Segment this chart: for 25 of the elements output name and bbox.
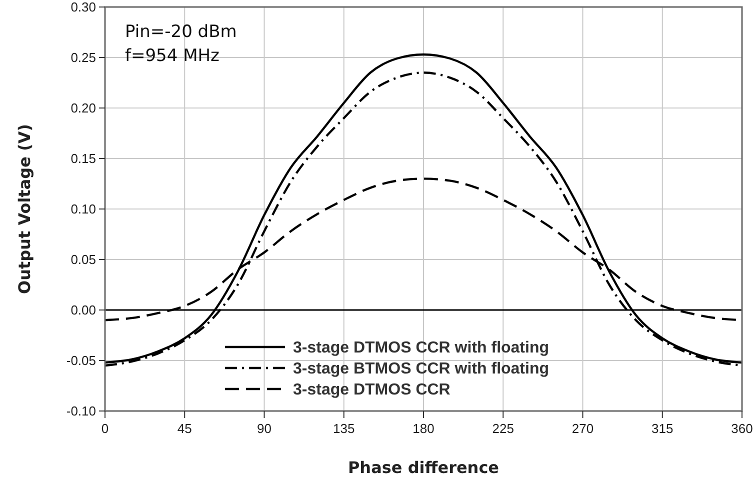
x-tick-label: 180 [412,421,434,436]
x-tick-label: 270 [572,421,594,436]
x-axis-title: Phase difference [348,458,500,477]
x-tick-label: 225 [492,421,514,436]
x-tick-label: 315 [652,421,674,436]
x-tick-label: 90 [257,421,272,436]
legend-label: 3-stage DTMOS CCR [293,382,451,398]
annotation: f=954 MHz [125,46,220,66]
y-tick-label: 0.00 [70,302,96,318]
y-tick-label: 0.15 [70,151,96,166]
y-tick-label: 0.10 [70,202,96,216]
legend-label: 3-stage BTMOS CCR with floating [293,360,549,378]
x-tick-label: 360 [731,421,753,436]
x-tick-label: 0 [101,421,109,436]
annotation: Pin=-20 dBm [125,22,237,42]
y-tick-label: 0.30 [70,0,96,14]
y-tick-label: -0.05 [66,353,96,368]
y-tick-label: -0.10 [66,404,96,418]
y-tick-label: 0.05 [70,252,96,267]
x-tick-label: 135 [333,421,355,436]
x-tick-label: 45 [177,421,192,436]
y-axis-title: Output Voltage (V) [15,124,34,294]
legend-label: 3-stage DTMOS CCR with floating [293,340,549,356]
y-tick-label: 0.20 [70,100,96,116]
y-tick-label: 0.25 [70,50,96,65]
